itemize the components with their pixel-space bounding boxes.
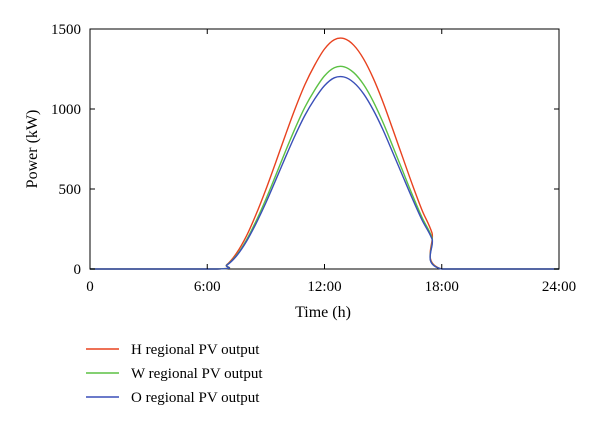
tick-layer: 0 6:00 12:00 18:00 24:00 0 500 1000 1500: [51, 22, 576, 295]
legend: H regional PV output W regional PV output…: [86, 342, 263, 406]
x-tick-label: 0: [86, 279, 94, 295]
y-axis-label: Power (kW): [24, 110, 41, 189]
y-tick-label: 0: [74, 262, 82, 278]
series-line-1: [90, 37, 559, 270]
series-line-2: [90, 65, 559, 270]
x-tick-label: 18:00: [425, 279, 459, 295]
series-layer: [90, 37, 559, 270]
y-tick-label: 1000: [51, 102, 81, 118]
y-tick-label: 1500: [51, 22, 81, 38]
x-axis-label: Time (h): [295, 304, 351, 321]
legend-label: O regional PV output: [131, 390, 260, 406]
y-tick-label: 500: [59, 182, 82, 198]
legend-label: W regional PV output: [131, 366, 263, 382]
x-tick-label: 12:00: [307, 279, 341, 295]
series-line-3: [90, 75, 559, 270]
legend-label: H regional PV output: [131, 342, 260, 358]
x-tick-label: 24:00: [542, 279, 576, 295]
plot-frame: [89, 28, 560, 270]
x-tick-label: 6:00: [194, 279, 221, 295]
